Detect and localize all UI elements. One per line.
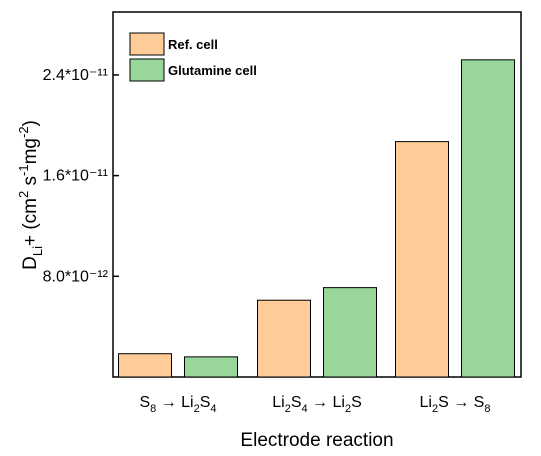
- legend-swatch-ref-cell: [129, 32, 165, 56]
- bar-glutamine-cell-1: [323, 287, 377, 378]
- ylabel-d: D: [20, 256, 41, 270]
- y-tick-label: 8.0*10⁻¹²: [43, 268, 109, 285]
- x-category-labels: S8 → Li2S4 Li2S4 → Li2S Li2S → S8: [139, 394, 490, 415]
- category-label-li2s-s8: Li2S → S8: [420, 394, 491, 415]
- x-axis-label: Electrode reaction: [240, 430, 393, 451]
- y-ticks: 8.0*10⁻¹² 1.6*10⁻¹¹ 2.4*10⁻¹¹: [43, 67, 119, 285]
- category-label-li2s4-li2s: Li2S4 → Li2S: [272, 394, 362, 415]
- legend-swatch-glutamine-cell: [129, 58, 165, 82]
- bar-glutamine-cell-2: [461, 59, 515, 378]
- ylabel-mg: mg: [20, 138, 41, 164]
- svg-text:DLi+ (cm2 s-1mg-2): DLi+ (cm2 s-1mg-2): [16, 120, 45, 270]
- y-tick-label: 1.6*10⁻¹¹: [43, 168, 108, 185]
- legend: Ref. cell Glutamine cell: [129, 32, 257, 82]
- ylabel-sup3: -2: [16, 126, 31, 138]
- bars: [118, 59, 515, 378]
- ylabel-s: s: [20, 176, 41, 191]
- ylabel-plus: + (cm: [20, 198, 41, 246]
- ylabel-sub: Li: [30, 246, 45, 256]
- bar-ref-cell-1: [257, 299, 311, 378]
- legend-label-glutamine-cell: Glutamine cell: [168, 63, 257, 78]
- legend-label-ref-cell: Ref. cell: [168, 37, 218, 52]
- category-label-s8-li2s4: S8 → Li2S4: [139, 394, 216, 415]
- y-tick-label: 2.4*10⁻¹¹: [43, 67, 108, 84]
- y-axis-label: DLi+ (cm2 s-1mg-2): [16, 120, 45, 270]
- ylabel-close: ): [20, 120, 41, 126]
- bar-ref-cell-2: [395, 141, 449, 378]
- ylabel-sup2: -1: [16, 164, 31, 176]
- bar-glutamine-cell-0: [184, 356, 238, 378]
- plot-frame: [112, 11, 522, 378]
- bar-ref-cell-0: [118, 353, 172, 378]
- ylabel-sup1: 2: [16, 191, 31, 198]
